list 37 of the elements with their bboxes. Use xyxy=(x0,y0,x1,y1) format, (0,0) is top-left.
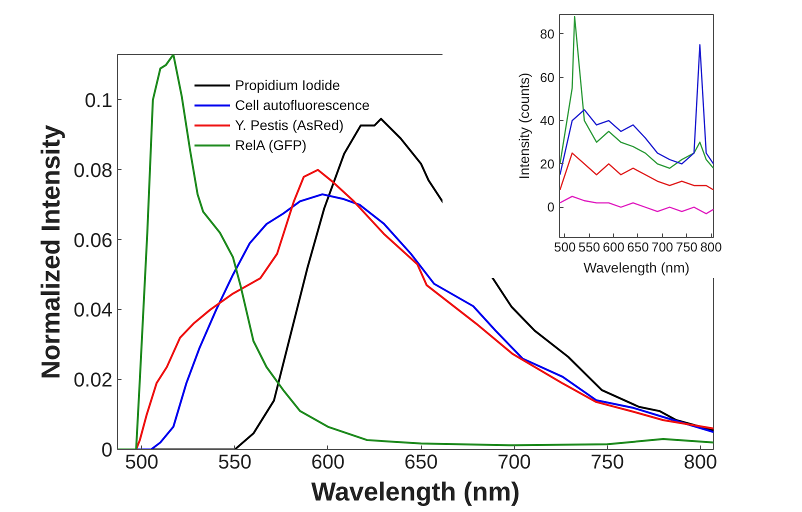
x-tick-label: 600 xyxy=(311,452,345,474)
x-tick-label: 750 xyxy=(676,240,698,254)
y-tick-label: 0 xyxy=(547,200,555,215)
y-tick-label: 0.06 xyxy=(74,230,113,252)
line-series xyxy=(560,152,714,191)
y-tick-label: 60 xyxy=(540,70,555,85)
y-tick-label: 0 xyxy=(101,440,112,462)
x-tick-label: 800 xyxy=(684,452,718,474)
y-tick-label: 80 xyxy=(540,26,555,42)
x-axis-title: Wavelength (nm) xyxy=(311,476,520,506)
x-tick-label: 700 xyxy=(498,452,531,474)
line-series xyxy=(560,44,714,176)
legend-label: Cell autofluorescence xyxy=(235,96,370,114)
line-series xyxy=(560,16,714,169)
y-tick-label: 0.02 xyxy=(74,370,113,392)
x-tick-label: 650 xyxy=(627,240,649,254)
x-axis-title: Wavelength (nm) xyxy=(583,260,690,276)
x-tick-label: 550 xyxy=(578,240,600,254)
y-tick-label: 40 xyxy=(540,113,555,128)
y-axis-title: Intensity (counts) xyxy=(516,72,532,180)
x-tick-label: 550 xyxy=(218,452,252,474)
y-tick-label: 0.04 xyxy=(74,300,113,322)
legend-label: Y. Pestis (AsRed) xyxy=(235,116,344,134)
y-tick-label: 20 xyxy=(540,156,555,172)
line-series xyxy=(560,196,714,214)
x-tick-label: 800 xyxy=(700,240,722,254)
x-tick-label: 600 xyxy=(602,240,624,254)
y-tick-label: 0.08 xyxy=(74,160,113,182)
x-tick-label: 750 xyxy=(590,452,624,474)
x-tick-label: 700 xyxy=(651,240,674,254)
y-axis-title: Normalized Intensity xyxy=(36,124,66,380)
legend-label: RelA (GFP) xyxy=(235,136,307,154)
x-tick-label: 500 xyxy=(125,452,158,474)
x-tick-label: 500 xyxy=(554,240,576,254)
legend-label: Propidium Iodide xyxy=(235,76,340,94)
x-tick-label: 650 xyxy=(404,452,438,474)
y-tick-label: 0.1 xyxy=(84,90,113,112)
